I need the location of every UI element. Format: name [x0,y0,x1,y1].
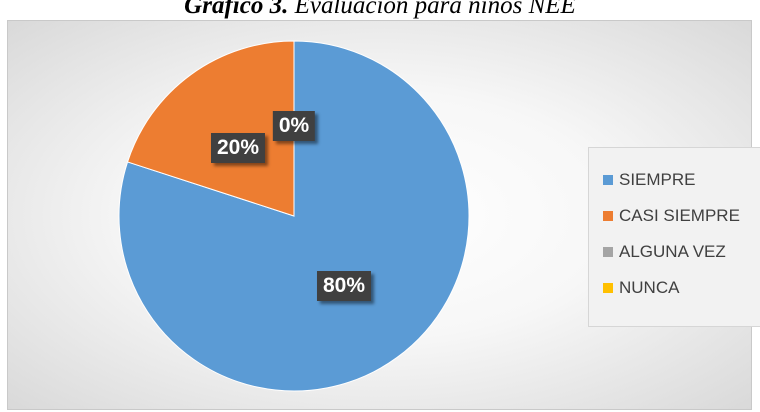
legend-item-nunca: NUNCA [603,270,760,306]
pie-slice-casi-siempre [126,40,295,217]
legend-item-alguna-vez: ALGUNA VEZ [603,234,760,270]
legend-label: ALGUNA VEZ [619,242,726,261]
legend-label: NUNCA [619,278,680,297]
legend: SIEMPRE CASI SIEMPRE ALGUNA VEZ NUNCA [588,147,760,327]
legend-label: CASI SIEMPRE [619,206,740,225]
legend-swatch [603,283,613,293]
legend-label: SIEMPRE [619,170,696,189]
chart-title: Gráfico 3. Evaluación para niños NEE [0,0,760,21]
legend-swatch [603,211,613,221]
legend-swatch [603,175,613,185]
pie-chart [118,40,470,392]
chart-title-rest: Evaluación para niños NEE [288,0,576,19]
legend-item-casi-siempre: CASI SIEMPRE [603,198,760,234]
legend-item-siempre: SIEMPRE [603,162,760,198]
legend-swatch [603,247,613,257]
chart-title-lead: Gráfico 3. [184,0,289,19]
data-label-siempre: 80% [316,271,372,301]
data-label-alguna-vez: 0% [272,111,316,141]
chart-area: 80% 20% 0% SIEMPRE CASI SIEMPRE ALGUNA VEZ NU… [7,20,760,410]
data-label-casi-siempre: 20% [210,133,266,163]
